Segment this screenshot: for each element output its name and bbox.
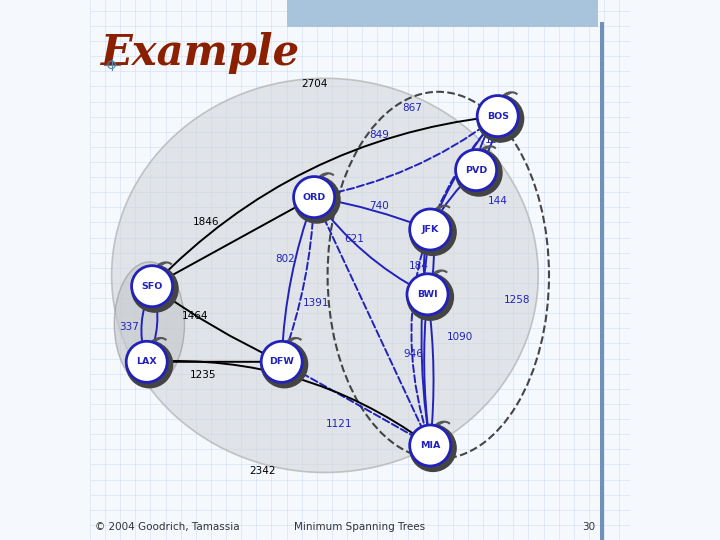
FancyArrowPatch shape (141, 289, 151, 357)
Text: 1235: 1235 (190, 370, 217, 380)
Bar (287, 0, 598, 27)
FancyArrowPatch shape (319, 197, 428, 228)
FancyArrowPatch shape (150, 361, 426, 443)
FancyArrowPatch shape (284, 363, 426, 443)
Circle shape (410, 425, 451, 466)
Text: 2342: 2342 (250, 466, 276, 476)
Circle shape (407, 274, 448, 315)
Circle shape (410, 425, 456, 471)
Text: 1846: 1846 (193, 218, 220, 227)
FancyArrowPatch shape (478, 121, 499, 168)
Text: Minimum Spanning Trees: Minimum Spanning Trees (294, 522, 426, 532)
Circle shape (410, 209, 456, 255)
FancyArrowPatch shape (154, 288, 277, 360)
Text: 1258: 1258 (503, 295, 530, 305)
FancyArrowPatch shape (152, 359, 279, 364)
Circle shape (477, 96, 518, 137)
FancyArrowPatch shape (148, 291, 158, 359)
FancyArrowPatch shape (423, 232, 429, 289)
Text: SFO: SFO (141, 282, 163, 291)
FancyArrowPatch shape (316, 199, 423, 292)
Text: Example: Example (101, 32, 300, 75)
Text: 184: 184 (408, 261, 428, 271)
Text: PVD: PVD (465, 166, 487, 174)
Text: 867: 867 (402, 103, 422, 113)
Text: 849: 849 (369, 130, 389, 140)
FancyArrowPatch shape (411, 118, 496, 441)
Circle shape (294, 177, 335, 218)
Circle shape (294, 177, 340, 223)
Text: LAX: LAX (136, 357, 157, 366)
Circle shape (477, 96, 523, 142)
Text: BOS: BOS (487, 112, 509, 120)
Text: 946: 946 (403, 349, 423, 359)
Circle shape (407, 274, 454, 320)
Circle shape (132, 266, 173, 307)
Text: JFK: JFK (422, 225, 438, 234)
FancyArrowPatch shape (421, 232, 431, 441)
FancyArrowPatch shape (424, 297, 431, 441)
FancyArrowPatch shape (154, 115, 492, 284)
Circle shape (261, 341, 302, 382)
Circle shape (126, 341, 167, 382)
Circle shape (456, 150, 502, 196)
Circle shape (456, 150, 497, 191)
FancyArrowPatch shape (433, 172, 474, 225)
Ellipse shape (112, 78, 539, 472)
Text: DFW: DFW (269, 357, 294, 366)
FancyArrowPatch shape (279, 200, 313, 357)
Text: 337: 337 (119, 322, 139, 332)
Text: 740: 740 (369, 201, 389, 211)
Text: 30: 30 (582, 522, 595, 532)
Text: ORD: ORD (302, 193, 325, 201)
Text: 1391: 1391 (302, 299, 329, 308)
FancyArrowPatch shape (426, 299, 433, 443)
FancyArrowPatch shape (428, 234, 435, 292)
Circle shape (126, 341, 173, 388)
Text: 187: 187 (485, 136, 505, 145)
Text: 1121: 1121 (326, 419, 353, 429)
FancyArrowPatch shape (315, 200, 428, 441)
FancyArrowPatch shape (155, 199, 310, 285)
Text: 2704: 2704 (301, 79, 328, 89)
Text: MIA: MIA (420, 441, 441, 450)
Text: BWI: BWI (417, 290, 438, 299)
FancyArrowPatch shape (474, 118, 496, 165)
FancyArrowPatch shape (317, 119, 494, 197)
Text: 144: 144 (487, 196, 508, 206)
FancyArrowPatch shape (283, 202, 316, 359)
Text: 621: 621 (345, 234, 364, 244)
Circle shape (261, 341, 307, 388)
Circle shape (132, 266, 178, 312)
Bar (600, 22, 603, 540)
Ellipse shape (114, 262, 184, 386)
Text: 1464: 1464 (182, 311, 209, 321)
Circle shape (410, 209, 451, 250)
Text: © 2004 Goodrich, Tamassia: © 2004 Goodrich, Tamassia (95, 522, 240, 532)
Text: 802: 802 (276, 254, 295, 264)
Text: 1090: 1090 (447, 333, 473, 342)
FancyArrowPatch shape (431, 120, 495, 227)
